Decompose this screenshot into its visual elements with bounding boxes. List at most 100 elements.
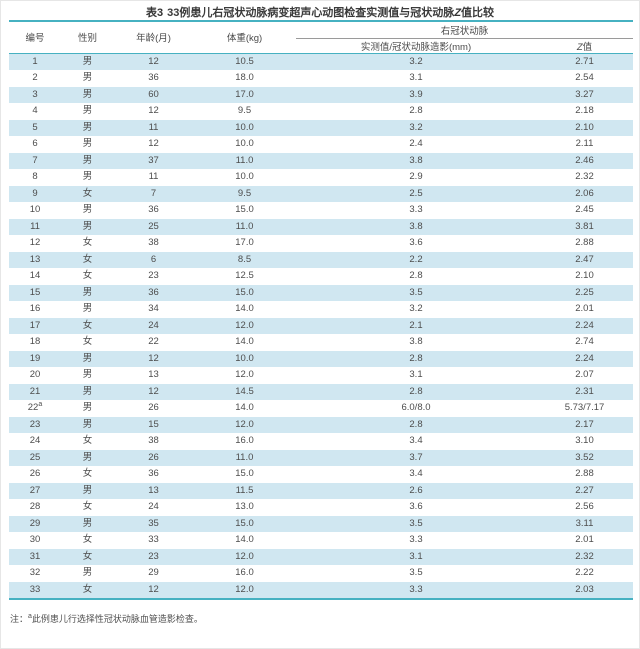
cell-z: 2.31 — [575, 385, 594, 397]
cell-z: 2.88 — [575, 468, 594, 479]
cell-weight: 14.0 — [235, 402, 254, 413]
cell-sex: 女 — [82, 187, 93, 199]
cell-id: 31 — [29, 550, 41, 562]
cell-id: 7 — [32, 154, 38, 166]
col-header-sex: 性别 — [61, 21, 114, 54]
table-row: 4 男 12 9.5 2.8 2.18 — [9, 103, 633, 120]
cell-id: 11 — [30, 220, 40, 232]
table-row: 9 女 7 9.5 2.5 2.06 — [9, 185, 634, 202]
cell-weight: 10.0 — [235, 171, 254, 182]
cell-weight: 10.5 — [235, 55, 254, 67]
cell-sex: 男 — [82, 352, 93, 364]
cell-measured: 2.8 — [409, 270, 423, 281]
cell-weight: 13.0 — [235, 501, 254, 512]
table-row: 13 女 6 8.5 2.2 2.47 — [9, 251, 634, 268]
cell-age: 35 — [148, 517, 159, 529]
subcol-header-z-suffix: 值 — [582, 41, 593, 53]
cell-id: 30 — [29, 534, 41, 545]
cell-sex: 男 — [82, 567, 93, 578]
subcol-header-z: Z值 — [536, 38, 634, 54]
cell-age: 36 — [148, 72, 159, 83]
cell-id: 27 — [29, 484, 41, 496]
cell-age: 12 — [148, 583, 159, 595]
cell-weight: 15.0 — [235, 517, 254, 529]
cell-sex: 女 — [82, 468, 93, 479]
cell-id: 15 — [29, 286, 41, 298]
cell-id: 26 — [29, 468, 41, 479]
cell-z: 3.11 — [575, 517, 594, 529]
cell-sex: 男 — [82, 121, 93, 133]
cell-z: 2.74 — [575, 336, 594, 347]
cell-measured: 3.7 — [409, 451, 423, 463]
cell-sex: 男 — [82, 72, 93, 83]
cell-measured: 3.5 — [409, 517, 423, 529]
cell-sex: 男 — [82, 204, 93, 215]
cell-z: 2.01 — [575, 534, 594, 545]
table-row: 12 女 38 17.0 3.6 2.88 — [9, 235, 633, 252]
cell-measured: 2.5 — [409, 187, 423, 199]
cell-age: 11 — [148, 121, 159, 133]
cell-age: 23 — [148, 550, 159, 562]
cell-sex: 女 — [82, 253, 93, 265]
table-row: 27 男 13 11.5 2.6 2.27 — [9, 482, 634, 499]
cell-measured: 2.1 — [409, 319, 423, 331]
cell-age: 12 — [148, 105, 159, 116]
cell-measured: 3.5 — [409, 567, 423, 578]
cell-weight: 18.0 — [235, 72, 254, 83]
cell-sex: 男 — [82, 484, 93, 496]
cell-weight: 15.0 — [235, 286, 254, 298]
table-row: 6 男 12 10.0 2.4 2.11 — [9, 136, 633, 153]
footnote-prefix: 注： — [10, 614, 29, 624]
table-row: 14 女 23 12.5 2.8 2.10 — [9, 268, 633, 285]
cell-id: 17 — [29, 319, 41, 331]
cell-id: 13 — [29, 253, 41, 265]
cell-sex: 男 — [82, 517, 93, 529]
cell-sex: 男 — [82, 418, 93, 430]
table-row: 15 男 36 15.0 3.5 2.25 — [9, 284, 634, 301]
cell-id: 24 — [29, 435, 41, 446]
cell-age: 24 — [148, 319, 159, 331]
cell-id: 10 — [29, 204, 41, 215]
cell-age: 34 — [148, 303, 159, 314]
cell-z: 2.54 — [575, 72, 594, 83]
cell-measured: 3.6 — [409, 237, 423, 248]
cell-age: 6 — [150, 253, 157, 265]
table-row: 2 男 36 18.0 3.1 2.54 — [9, 70, 633, 87]
cell-id: 6 — [32, 138, 38, 149]
cell-id: 21 — [29, 385, 41, 397]
cell-measured: 3.8 — [409, 220, 423, 232]
cell-sex: 男 — [82, 154, 93, 166]
cell-z: 2.22 — [575, 567, 594, 578]
cell-weight: 11.0 — [235, 154, 254, 166]
footnote-text: 此例患儿行选择性冠状动脉血管造影检查。 — [31, 614, 203, 624]
cell-sex: 女 — [82, 435, 93, 446]
cell-age: 12 — [148, 55, 159, 67]
cell-weight: 12.0 — [235, 583, 254, 595]
cell-age: 38 — [148, 237, 159, 248]
cell-id: 18 — [29, 336, 41, 347]
group-header-right-coronary: 右冠状动脉 — [296, 21, 634, 39]
cell-z: 2.03 — [575, 583, 594, 595]
cell-z: 2.46 — [575, 154, 594, 166]
table-row: 18 女 22 14.0 3.8 2.74 — [9, 334, 633, 351]
cell-measured: 2.8 — [409, 105, 423, 116]
cell-sex: 女 — [82, 270, 93, 281]
table-title-z: Z — [454, 7, 462, 19]
cell-z: 3.10 — [575, 435, 594, 446]
cell-measured: 2.8 — [409, 352, 423, 364]
cell-sex: 男 — [82, 451, 93, 463]
cell-id: 2 — [32, 72, 38, 83]
cell-age: 36 — [148, 204, 159, 215]
cell-z: 2.24 — [575, 352, 594, 364]
cell-age: 33 — [148, 534, 159, 545]
cell-sex: 女 — [82, 501, 93, 512]
cell-measured: 3.1 — [409, 369, 423, 380]
table-header: 编号 性别 年龄(月) 体重(kg) 右冠状动脉 实测值/冠状动脉造影(mm) … — [9, 21, 634, 54]
table-row: 26 女 36 15.0 3.4 2.88 — [9, 466, 633, 483]
data-table: 编号 性别 年龄(月) 体重(kg) 右冠状动脉 实测值/冠状动脉造影(mm) … — [9, 20, 634, 600]
cell-age: 36 — [148, 286, 159, 298]
cell-age: 12 — [148, 385, 159, 397]
cell-measured: 3.8 — [409, 154, 423, 166]
cell-age: 22 — [148, 336, 159, 347]
cell-sex: 男 — [82, 369, 93, 380]
